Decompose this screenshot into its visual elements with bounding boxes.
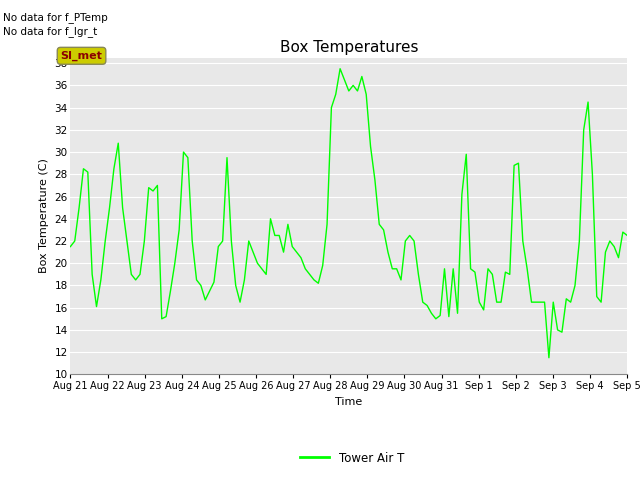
Legend: Tower Air T: Tower Air T: [295, 447, 409, 469]
Title: Box Temperatures: Box Temperatures: [280, 40, 418, 55]
X-axis label: Time: Time: [335, 397, 362, 407]
Text: SI_met: SI_met: [61, 51, 102, 61]
Y-axis label: Box Temperature (C): Box Temperature (C): [39, 158, 49, 274]
Text: No data for f_PTemp: No data for f_PTemp: [3, 12, 108, 23]
Text: No data for f_lgr_t: No data for f_lgr_t: [3, 26, 97, 37]
